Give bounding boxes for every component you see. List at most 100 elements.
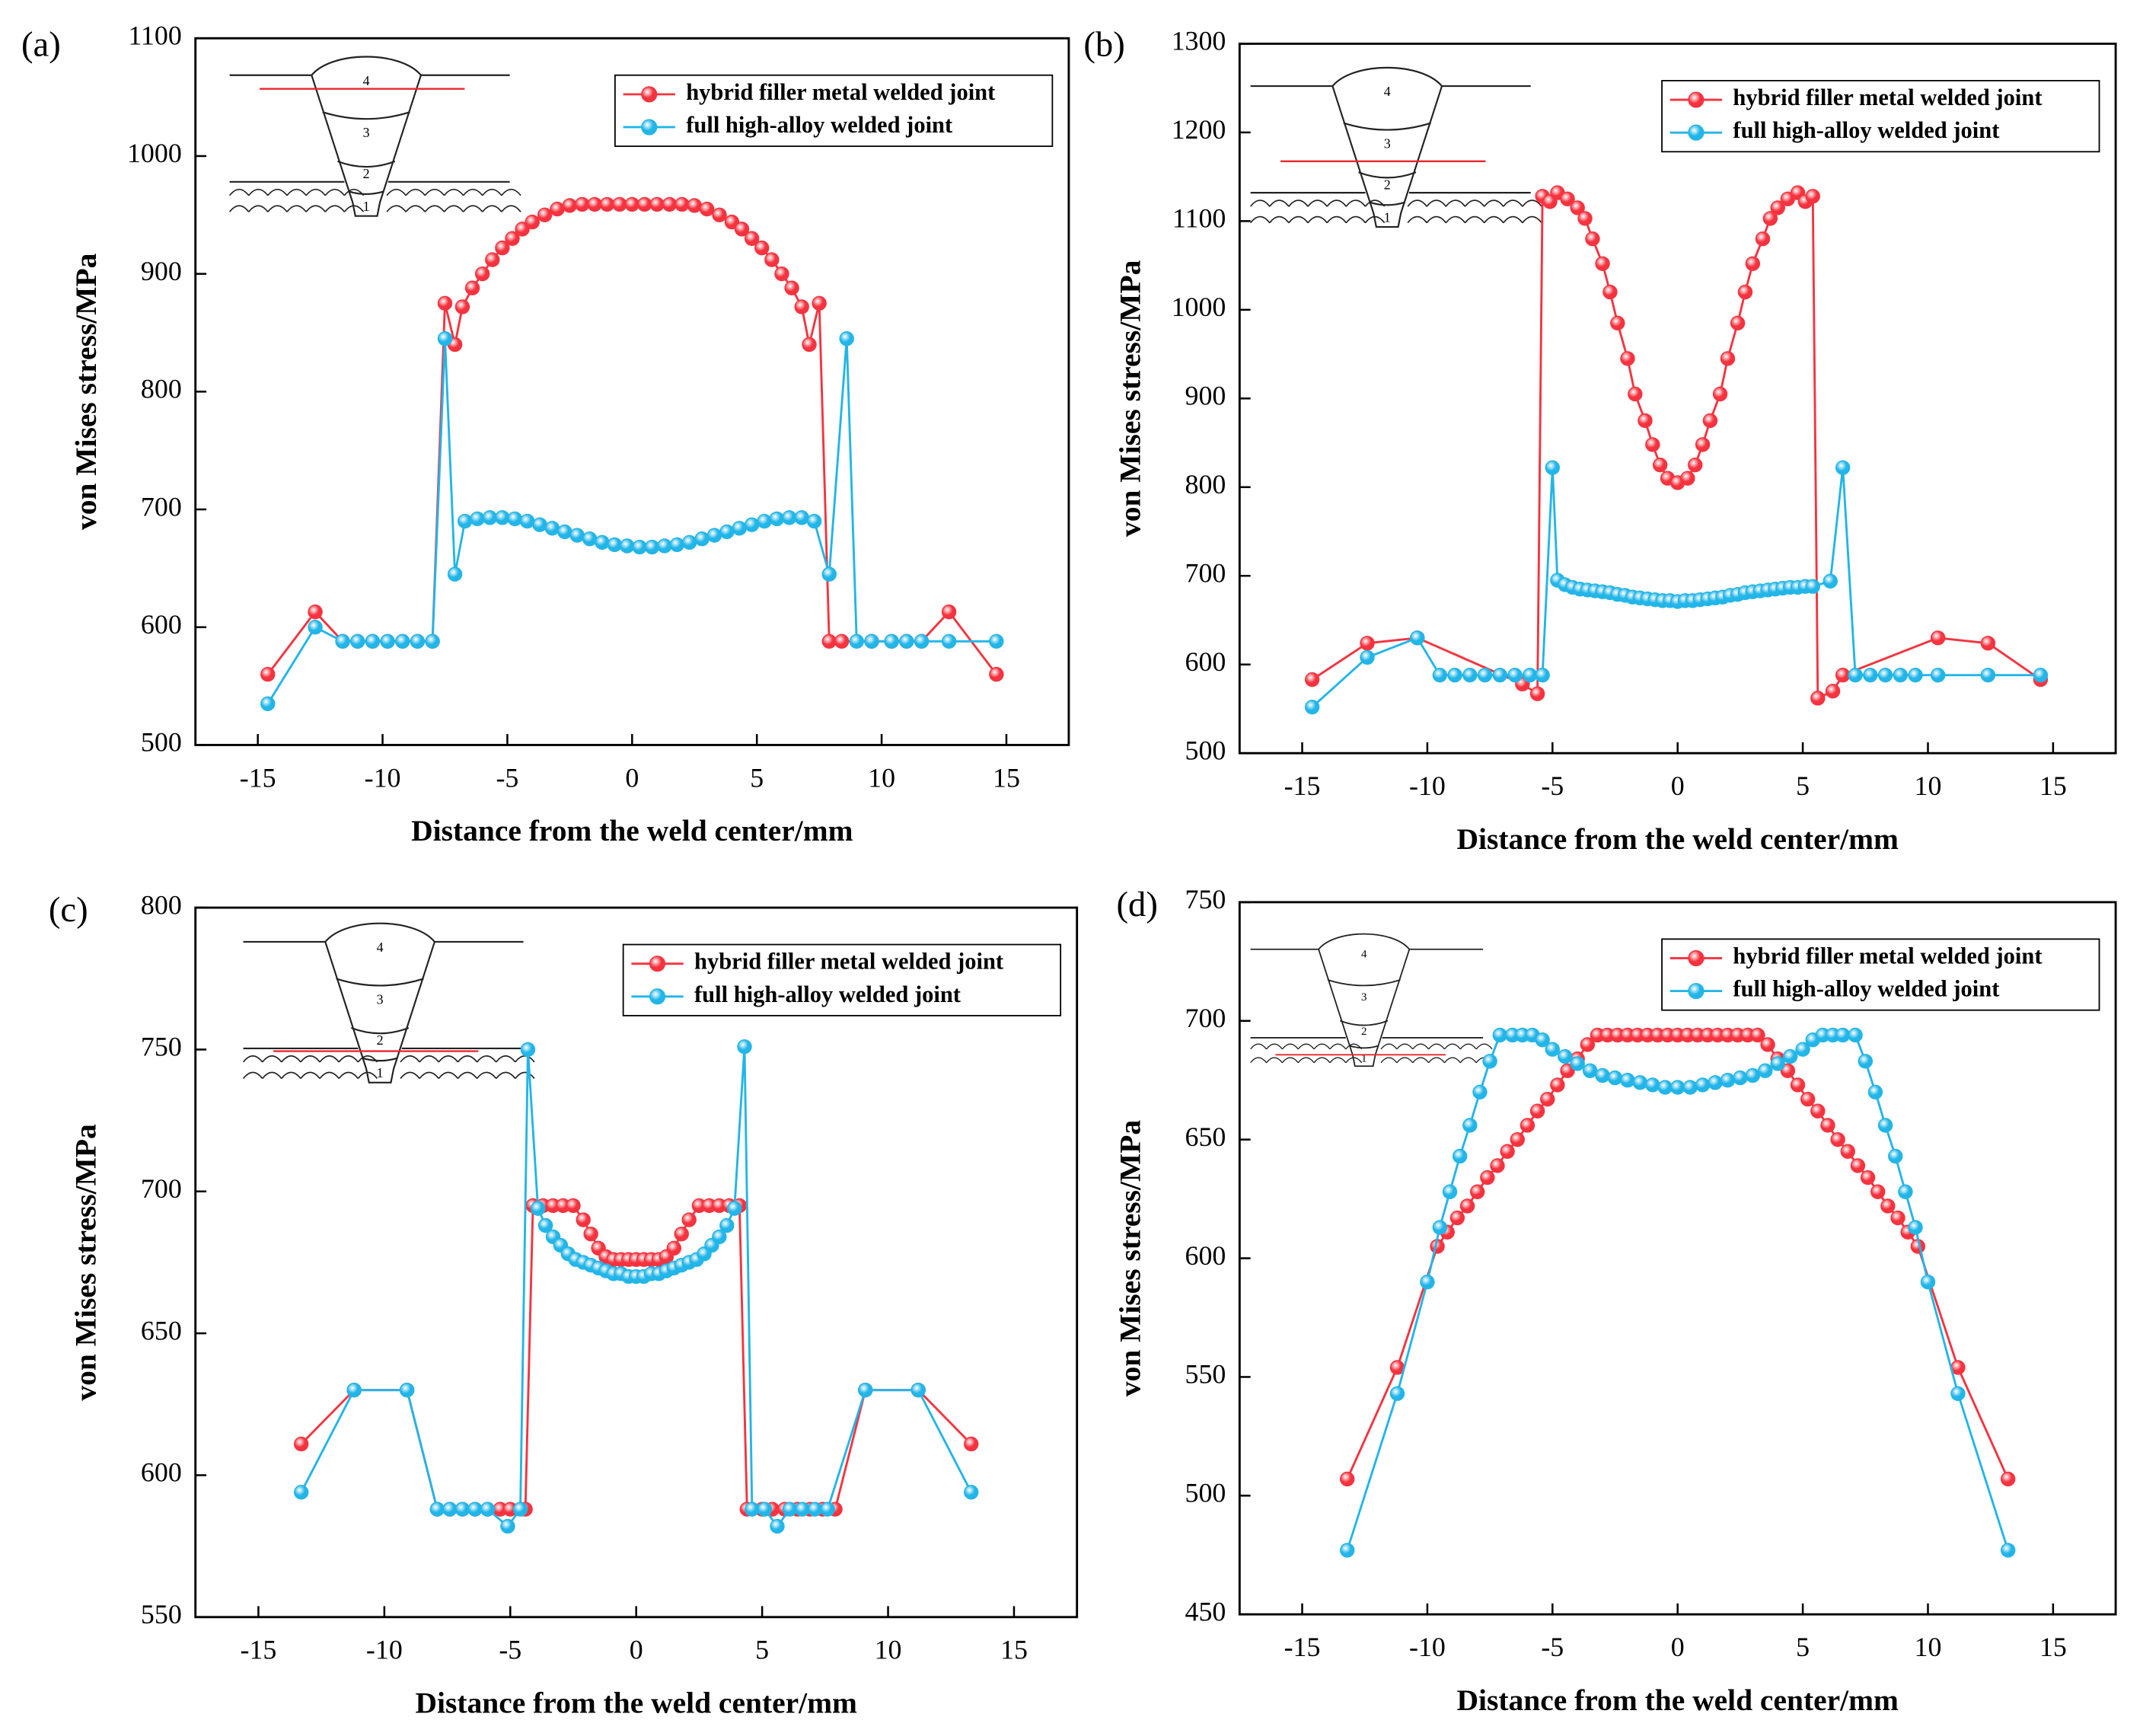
data-point [467,1501,483,1517]
data-point [1755,231,1771,247]
data-point [1780,1063,1796,1078]
data-point [821,633,837,649]
legend-label: hybrid filler metal welded joint [1733,85,2043,110]
data-point [1825,683,1841,699]
x-tick-label: 0 [1671,771,1685,801]
data-point [699,201,715,217]
weld-schematic: 4 3 2 1 [228,56,521,217]
data-point [1595,1067,1610,1083]
data-point [519,513,535,529]
data-point [599,196,615,212]
data-point [745,1501,760,1517]
legend-box [614,74,1054,147]
panel-label: (c) [49,890,88,930]
data-point [454,1501,470,1517]
series-line [1311,191,2042,700]
data-point [784,280,799,295]
data-point [1800,1091,1816,1107]
data-point [335,633,350,649]
data-point [1805,579,1820,594]
legend-label: hybrid filler metal welded joint [1733,943,2043,969]
data-point [1930,668,1946,683]
data-point [858,1382,873,1398]
layer-label: 4 [377,940,384,955]
data-point [437,295,453,311]
data-point [744,517,760,532]
data-point [582,531,598,547]
data-point [795,1501,810,1517]
data-point [1507,668,1523,683]
x-tick-label: 5 [755,1635,769,1665]
data-point [474,266,490,282]
data-point [1760,1037,1775,1052]
data-point [1523,668,1538,683]
x-tick-label: -10 [1409,1632,1446,1662]
legend-marker [649,956,666,972]
legend-label: full high-alloy welded joint [686,112,953,138]
panel-label: (a) [21,25,61,65]
layer-label: 1 [1361,1053,1366,1065]
data-point [550,201,565,217]
data-point [669,537,685,553]
layer-boundaries [322,111,410,196]
legend-box [1661,80,2100,153]
series-line [1346,1034,2010,1551]
data-point [941,633,957,649]
data-point [1980,668,1996,683]
y-tick-label: 650 [141,1315,182,1345]
data-point [712,1229,727,1245]
data-point [583,1226,598,1242]
data-point [989,633,1004,649]
y-tick-label: 700 [1185,557,1226,588]
data-point [774,266,789,282]
data-point [1950,1386,1966,1401]
data-point [395,633,410,649]
data-point [1529,686,1545,701]
x-tick-label: 5 [1796,1632,1810,1662]
data-point [666,1240,682,1256]
data-point [505,231,520,246]
data-point [1580,1037,1596,1052]
data-point [1820,1118,1835,1133]
layer-label: 1 [363,199,370,214]
legend-box [1661,938,2100,1011]
data-point [1585,231,1600,247]
data-point [447,566,463,582]
data-point [537,1217,553,1233]
y-tick-label: 600 [141,1457,182,1488]
y-tick-label: 900 [1185,381,1226,411]
x-axis-title: Distance from the weld center/mm [1457,1683,1899,1717]
data-point [1480,1170,1495,1186]
y-axis-title: von Mises stress/MPa [69,1124,103,1401]
layer-label: 3 [377,991,384,1007]
data-point [1810,691,1826,706]
y-tick-label: 750 [1185,884,1226,914]
data-point [1447,668,1462,683]
data-point [1810,1103,1826,1119]
data-point [914,633,930,649]
data-point [1782,1048,1798,1064]
data-point [458,513,473,529]
x-tick-label: -15 [1284,1632,1321,1662]
data-point [1770,1056,1785,1071]
data-point [1840,1144,1855,1159]
data-point [1652,457,1668,473]
x-tick-label: 15 [993,762,1020,793]
data-point [839,331,854,346]
data-point [1645,437,1660,452]
y-tick-label: 600 [1185,646,1226,677]
layer-boundaries [1343,122,1431,206]
data-point [562,198,578,213]
layer-label: 3 [1384,136,1391,151]
data-point [576,1212,591,1227]
x-tick-label: 15 [2039,771,2067,801]
data-point [1867,1084,1883,1100]
data-point [727,1201,742,1216]
series-line [1346,1034,2010,1480]
panel-label: (d) [1116,885,1157,924]
legend-marker [641,86,658,103]
data-point [1582,1063,1598,1078]
data-point [941,604,957,620]
data-point [821,566,837,582]
data-point [732,521,747,536]
